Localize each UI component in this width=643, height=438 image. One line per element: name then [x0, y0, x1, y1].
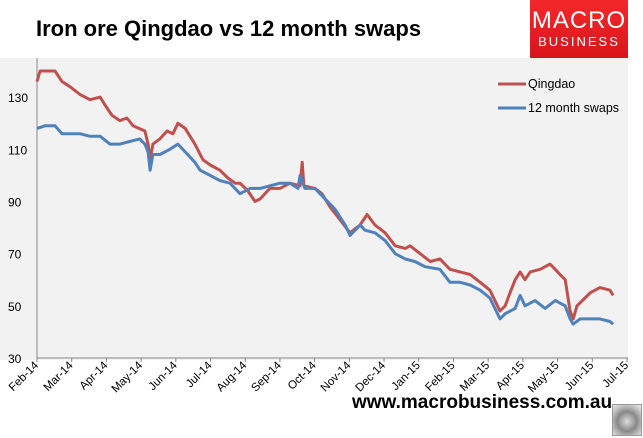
x-tick-label: Oct-14	[286, 359, 319, 392]
series-line-swaps	[36, 124, 615, 326]
x-tick-label: May-15	[526, 360, 562, 396]
macrobusiness-logo: MACRO BUSINESS	[530, 0, 628, 58]
legend: Qingdao 12 month swaps	[498, 77, 619, 115]
x-tick-label: Apr-15	[494, 360, 527, 393]
x-tick-label: Apr-14	[78, 359, 111, 392]
x-tick-label: Jun-15	[563, 360, 596, 393]
x-tick-label: Jan-15	[390, 360, 423, 393]
wolf-icon	[612, 404, 642, 436]
logo-line-2: BUSINESS	[538, 34, 620, 49]
x-tick-label: Mar-15	[458, 360, 492, 394]
x-tick-label: Jun-14	[147, 359, 181, 393]
logo-line-1: MACRO	[531, 7, 627, 34]
series-lines	[35, 69, 615, 326]
y-tick-label: 130	[8, 91, 28, 105]
y-tick-label: 50	[8, 300, 22, 314]
x-tick-label: Dec-14	[353, 359, 388, 394]
x-tick-label: Jul-15	[600, 360, 631, 391]
x-tick-label: May-14	[110, 359, 146, 395]
y-tick-label: 30	[8, 352, 22, 366]
x-tick-label: Sep-14	[249, 359, 284, 394]
y-tick-label: 110	[8, 143, 27, 157]
y-axis: 30 50 70 90 110 130	[8, 58, 38, 366]
x-tick-label: Jul-14	[184, 359, 215, 390]
legend-label: 12 month swaps	[528, 101, 619, 115]
y-tick-label: 70	[8, 248, 22, 262]
x-axis: Feb-14 Mar-14 Apr-14 May-14 Jun-14 Jul-14 Aug-…	[7, 357, 631, 396]
footer-url: www.macrobusiness.com.au	[352, 392, 613, 413]
x-tick-label: Aug-14	[215, 359, 250, 394]
y-tick-label: 90	[8, 195, 22, 209]
chart-title: Iron ore Qingdao vs 12 month swaps	[36, 16, 422, 41]
x-tick-label: Nov-14	[319, 359, 354, 394]
x-tick-label: Mar-14	[42, 359, 77, 394]
legend-label: Qingdao	[528, 77, 575, 91]
x-tick-label: Feb-15	[423, 360, 457, 394]
